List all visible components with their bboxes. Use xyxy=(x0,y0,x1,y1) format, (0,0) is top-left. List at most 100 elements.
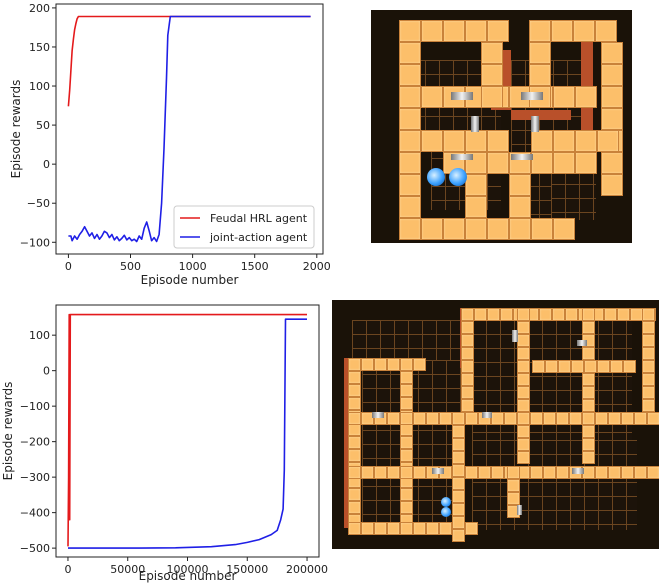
x-tick-label: 0 xyxy=(65,260,72,273)
maze-wall-tile xyxy=(582,321,595,334)
maze-wall-tile xyxy=(517,438,530,451)
legend-box xyxy=(173,205,315,249)
y-tick-label: 0 xyxy=(43,365,50,378)
maze-wall-tile xyxy=(487,152,509,174)
maze-wall-tile xyxy=(399,174,421,196)
maze-wall-tile xyxy=(532,360,545,373)
maze-wall-tile xyxy=(642,386,655,399)
maze-wall-tile xyxy=(348,488,361,501)
maze-door xyxy=(511,154,533,160)
maze-wall-tile xyxy=(571,360,584,373)
y-tick-label: 0 xyxy=(43,158,50,171)
maze-wall-tile xyxy=(529,20,551,42)
maze-wall-tile xyxy=(552,308,565,321)
maze-wall-tile xyxy=(348,522,361,535)
maze-wall-tile xyxy=(517,425,530,438)
maze-wall-tile xyxy=(387,466,400,479)
maze-wall-tile xyxy=(610,360,623,373)
maze-wall-tile xyxy=(481,86,503,108)
maze-wall-tile xyxy=(399,196,421,218)
maze-wall-tile xyxy=(601,42,623,64)
maze-wall-tile xyxy=(478,466,491,479)
maze-wall-tile xyxy=(426,412,439,425)
maze-wall-tile xyxy=(361,358,374,371)
maze-wall-tile xyxy=(575,130,597,152)
maze-wall-tile xyxy=(582,412,595,425)
maze-wall-tile xyxy=(507,492,520,505)
maze-wall-tile xyxy=(465,174,487,196)
y-tick-label: −100 xyxy=(20,400,50,413)
maze-wall-tile xyxy=(582,451,595,464)
maze-wall-tile xyxy=(517,334,530,347)
y-tick-label: −300 xyxy=(20,471,50,484)
maze-wall-tile xyxy=(481,42,503,64)
maze-wall-tile xyxy=(452,438,465,451)
maze-wall-tile xyxy=(399,86,421,108)
maze-wall-tile xyxy=(500,308,513,321)
maze-wall-tile xyxy=(452,451,465,464)
maze-wall-tile xyxy=(452,464,465,477)
maze-wall-tile xyxy=(582,425,595,438)
maze-wall-tile xyxy=(421,130,443,152)
y-ticks: −500 −400 −300 −200 −100 0 100 xyxy=(20,329,56,555)
maze-wall-tile xyxy=(481,64,503,86)
maze-wall-tile xyxy=(504,412,517,425)
maze-floor-grid xyxy=(551,170,596,220)
maze-wall-tile xyxy=(399,42,421,64)
maze-door xyxy=(512,330,518,342)
maze-door xyxy=(517,505,522,515)
maze-wall-tile xyxy=(601,64,623,86)
maze-wall-tile xyxy=(465,466,478,479)
maze-wall-tile xyxy=(569,412,582,425)
maze-wall-tile xyxy=(443,20,465,42)
x-tick-label: 150000 xyxy=(226,563,268,576)
maze-wall-tile xyxy=(348,371,361,384)
maze-wall-tile xyxy=(361,466,374,479)
maze-wall-tile xyxy=(634,412,647,425)
maze-wall-tile xyxy=(413,522,426,535)
maze-wall-tile xyxy=(400,384,413,397)
maze-wall-tile xyxy=(487,20,509,42)
maze-wall-tile xyxy=(517,360,530,373)
maze-wall-tile xyxy=(465,412,478,425)
maze-wall-tile xyxy=(601,86,623,108)
series-line-1 xyxy=(68,15,311,243)
maze-wall-tile xyxy=(465,130,487,152)
maze-wall-tile xyxy=(529,42,551,64)
maze-wall-tile xyxy=(531,130,553,152)
maze-wall-tile xyxy=(595,412,608,425)
maze-door xyxy=(451,92,473,100)
x-ticks: 0 50000 100000 150000 200000 xyxy=(64,557,328,576)
maze-wall-tile xyxy=(421,86,443,108)
maze-wall-tile xyxy=(621,466,634,479)
maze-wall-tile xyxy=(421,20,443,42)
agent-marker xyxy=(441,497,451,507)
maze-wall-tile xyxy=(517,347,530,360)
maze-wall-tile xyxy=(517,321,530,334)
maze-wall-tile xyxy=(621,412,634,425)
y-tick-label: 200 xyxy=(29,2,50,15)
maze-wall-tile xyxy=(509,218,531,240)
agent-marker xyxy=(449,168,467,186)
maze-wall-tile xyxy=(461,373,474,386)
maze-wall-tile xyxy=(543,466,556,479)
maze-wall-tile xyxy=(553,130,575,152)
maze-wall-tile xyxy=(348,384,361,397)
y-tick-label: −200 xyxy=(20,436,50,449)
maze-wall-tile xyxy=(642,334,655,347)
maze-wall-tile xyxy=(400,412,413,425)
maze-wall-tile xyxy=(374,358,387,371)
maze-wall-tile xyxy=(531,152,553,174)
y-tick-label: 50 xyxy=(36,119,50,132)
maze-wall-tile xyxy=(400,449,413,462)
maze-wall-tile xyxy=(517,386,530,399)
maze-wall-tile xyxy=(575,152,597,174)
maze-wall-tile xyxy=(452,412,465,425)
maze-wall-tile xyxy=(452,477,465,490)
maze-wall-tile xyxy=(529,64,551,86)
maze-wall-tile xyxy=(426,522,439,535)
maze-wall-tile xyxy=(608,466,621,479)
maze-environment-bottom xyxy=(332,300,659,549)
maze-wall-tile xyxy=(647,412,659,425)
maze-wall-tile xyxy=(465,218,487,240)
